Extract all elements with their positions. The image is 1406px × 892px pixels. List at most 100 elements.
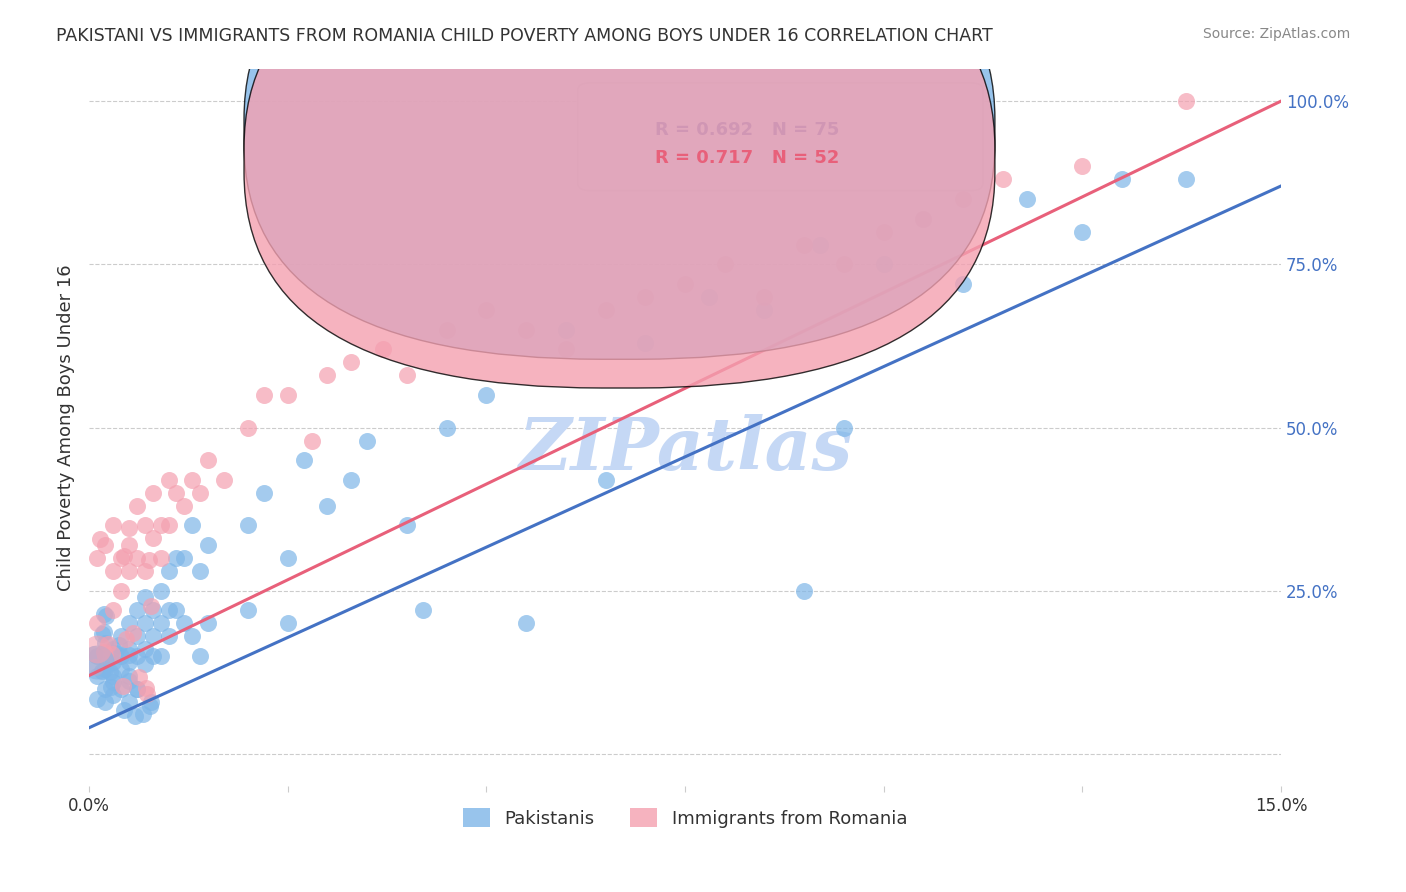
Point — [872, 225, 894, 239]
Point — [713, 257, 735, 271]
Text: R = 0.692   N = 75: R = 0.692 N = 75 — [655, 120, 839, 138]
Point — [1015, 192, 1038, 206]
Point — [236, 603, 259, 617]
Point — [125, 603, 148, 617]
Point — [952, 277, 974, 291]
Point — [277, 616, 299, 631]
Point — [340, 473, 363, 487]
Point — [104, 646, 127, 660]
Point — [94, 695, 117, 709]
Point — [475, 388, 498, 402]
Point — [412, 603, 434, 617]
Point — [149, 518, 172, 533]
Point — [872, 257, 894, 271]
Point — [149, 551, 172, 566]
Point — [142, 485, 165, 500]
Point — [125, 551, 148, 566]
Point — [136, 687, 159, 701]
Point — [84, 660, 107, 674]
Point — [114, 632, 136, 646]
Point — [118, 695, 141, 709]
Point — [395, 518, 418, 533]
Point — [118, 668, 141, 682]
Point — [125, 629, 148, 643]
Point — [93, 624, 115, 639]
Point — [142, 648, 165, 663]
Point — [912, 211, 935, 226]
Point — [1071, 160, 1094, 174]
Point — [181, 473, 204, 487]
Point — [118, 616, 141, 631]
Point — [634, 335, 657, 350]
Point — [101, 518, 124, 533]
Point — [149, 648, 172, 663]
Point — [86, 656, 108, 670]
Point — [253, 485, 276, 500]
Point — [134, 591, 156, 605]
Point — [118, 656, 141, 670]
Point — [197, 538, 219, 552]
Point — [277, 551, 299, 566]
Point — [212, 473, 235, 487]
Point — [157, 564, 180, 578]
Point — [118, 648, 141, 663]
Point — [97, 637, 120, 651]
Text: ZIPatlas: ZIPatlas — [517, 414, 852, 484]
Point — [118, 538, 141, 552]
Point — [112, 703, 135, 717]
Point — [832, 257, 855, 271]
Point — [554, 323, 576, 337]
Point — [356, 434, 378, 448]
Point — [157, 629, 180, 643]
Text: R = 0.717   N = 52: R = 0.717 N = 52 — [655, 149, 839, 168]
Point — [1174, 172, 1197, 186]
Point — [110, 583, 132, 598]
Point — [236, 420, 259, 434]
Point — [125, 681, 148, 696]
Point — [554, 342, 576, 356]
Point — [134, 657, 156, 672]
Point — [118, 673, 141, 688]
Point — [125, 648, 148, 663]
Text: Source: ZipAtlas.com: Source: ZipAtlas.com — [1202, 27, 1350, 41]
Point — [128, 670, 150, 684]
Point — [754, 290, 776, 304]
Point — [634, 290, 657, 304]
Point — [110, 681, 132, 696]
Point — [793, 583, 815, 598]
Point — [912, 211, 935, 226]
Point — [292, 453, 315, 467]
Point — [86, 648, 108, 663]
Point — [138, 553, 160, 567]
Point — [173, 551, 195, 566]
Point — [475, 303, 498, 318]
Point — [139, 695, 162, 709]
Point — [118, 642, 141, 657]
Point — [91, 627, 114, 641]
Point — [138, 698, 160, 713]
Point — [197, 453, 219, 467]
Point — [101, 564, 124, 578]
Point — [371, 342, 394, 356]
Point — [101, 603, 124, 617]
Point — [754, 303, 776, 318]
Point — [595, 303, 617, 318]
Point — [142, 629, 165, 643]
Point — [316, 499, 339, 513]
Text: PAKISTANI VS IMMIGRANTS FROM ROMANIA CHILD POVERTY AMONG BOYS UNDER 16 CORRELATI: PAKISTANI VS IMMIGRANTS FROM ROMANIA CHI… — [56, 27, 993, 45]
Point — [101, 675, 124, 690]
Point — [93, 607, 115, 621]
Point — [166, 551, 188, 566]
Point — [111, 679, 134, 693]
Point — [166, 603, 188, 617]
FancyBboxPatch shape — [245, 0, 995, 359]
Point — [134, 518, 156, 533]
Point — [173, 499, 195, 513]
Point — [125, 681, 148, 696]
Point — [236, 518, 259, 533]
Point — [515, 616, 537, 631]
Point — [157, 603, 180, 617]
Point — [188, 648, 211, 663]
Point — [173, 616, 195, 631]
Point — [101, 642, 124, 657]
